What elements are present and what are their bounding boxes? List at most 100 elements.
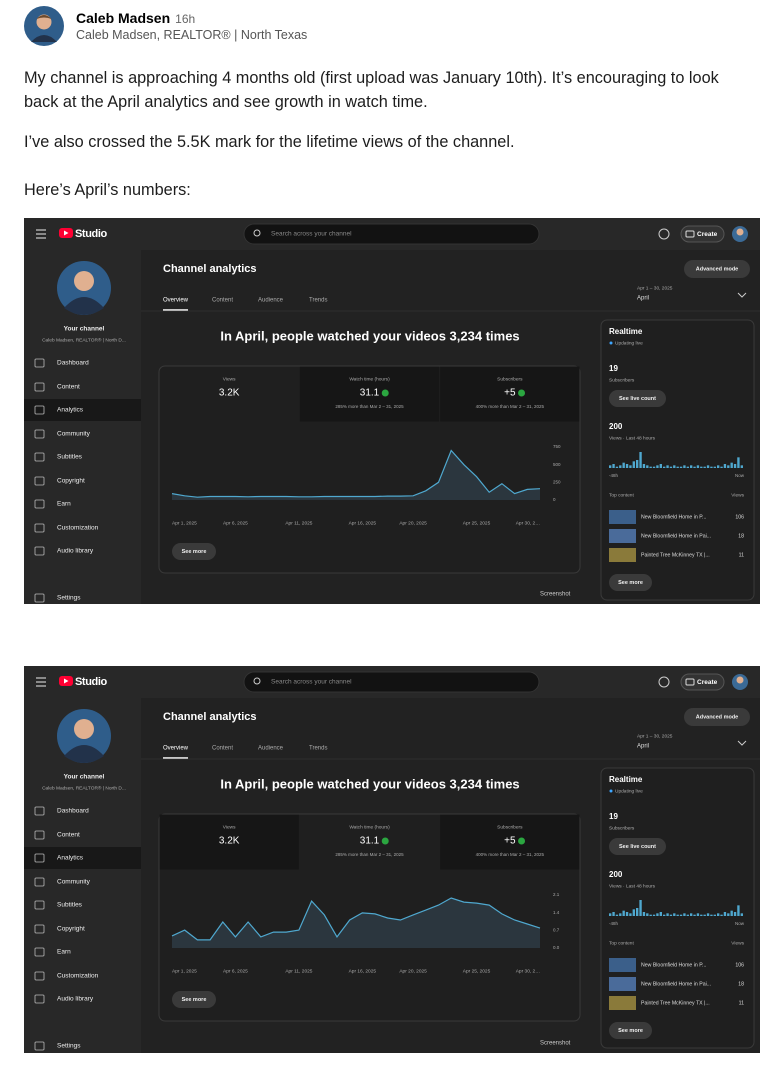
video-title[interactable]: New Bloomfield Home in Pai... xyxy=(641,533,711,539)
nav-item[interactable]: Audio library xyxy=(57,548,94,555)
metric-note: 285% more than Mar 2 – 31, 2025 xyxy=(335,852,404,857)
see-more-button[interactable] xyxy=(172,991,216,1008)
video-title[interactable]: New Bloomfield Home in P... xyxy=(641,514,706,520)
metric-value: 3.2K xyxy=(219,836,240,847)
x-tick-label: Apr 20, 2025 xyxy=(399,520,427,526)
nav-item[interactable]: Audio library xyxy=(57,996,94,1003)
realtime-bar xyxy=(730,462,733,468)
period-chevron[interactable] xyxy=(737,740,747,746)
search-box[interactable] xyxy=(243,223,540,245)
nav-item[interactable]: Content xyxy=(57,832,80,839)
x-tick-label: Apr 1, 2025 xyxy=(172,968,197,974)
tab[interactable]: Overview xyxy=(163,746,189,752)
nav-item[interactable]: Analytics xyxy=(57,855,84,862)
realtime-title: Realtime xyxy=(609,775,643,784)
nav-item[interactable]: Settings xyxy=(57,595,81,602)
tab[interactable]: Trends xyxy=(309,746,327,752)
realtime-bar xyxy=(619,465,622,468)
period: April xyxy=(637,744,649,750)
create-button[interactable] xyxy=(680,673,725,691)
nav-item[interactable]: Analytics xyxy=(57,407,84,414)
video-thumbnail[interactable] xyxy=(609,510,636,524)
nav-item[interactable]: Dashboard xyxy=(57,360,89,367)
realtime-bar xyxy=(703,466,706,468)
author-name[interactable]: Caleb Madsen xyxy=(76,10,171,26)
metric-value: +5 xyxy=(504,836,516,847)
view-count: 200 xyxy=(609,422,623,431)
live-count-button[interactable] xyxy=(609,390,666,407)
video-thumbnail[interactable] xyxy=(609,977,636,991)
realtime-see-more[interactable] xyxy=(609,1022,652,1039)
advanced-mode-button[interactable] xyxy=(684,260,750,278)
nav-item[interactable]: Subtitles xyxy=(57,454,83,461)
realtime-bar xyxy=(737,457,740,468)
nav-item[interactable]: Dashboard xyxy=(57,808,89,815)
tab[interactable]: Trends xyxy=(309,298,327,304)
post-paragraph: My channel is approaching 4 months old (… xyxy=(24,69,719,111)
nav-item[interactable]: Customization xyxy=(57,973,99,980)
nav-item[interactable]: Copyright xyxy=(57,926,85,933)
tab[interactable]: Audience xyxy=(258,298,284,304)
video-thumbnail[interactable] xyxy=(609,996,636,1010)
nav-icon xyxy=(34,1041,45,1051)
channel-handle: Caleb Madsen, REALTOR® | North D... xyxy=(42,336,126,343)
y-tick-label: 2.1 xyxy=(553,892,560,897)
period-chevron[interactable] xyxy=(737,292,747,298)
realtime-bar xyxy=(723,464,727,468)
nav-item[interactable]: Customization xyxy=(57,525,99,532)
channel-face xyxy=(74,271,94,291)
tab[interactable]: Overview xyxy=(163,298,189,304)
create-button[interactable] xyxy=(680,225,725,243)
video-thumbnail[interactable] xyxy=(609,529,636,543)
realtime-bar xyxy=(663,466,666,468)
realtime-bar xyxy=(669,914,673,916)
advanced-mode-button-label: Advanced mode xyxy=(696,714,738,720)
tab[interactable]: Content xyxy=(212,746,233,752)
video-thumbnail[interactable] xyxy=(609,958,636,972)
logo-play xyxy=(64,230,69,236)
search-placeholder: Search across your channel xyxy=(271,679,352,686)
realtime-bar xyxy=(609,465,612,468)
video-title[interactable]: Painted Tree McKinney TX |... xyxy=(641,1000,710,1006)
video-title[interactable]: Painted Tree McKinney TX |... xyxy=(641,552,710,558)
help-icon[interactable] xyxy=(658,228,670,240)
nav-item[interactable]: Content xyxy=(57,384,80,391)
realtime-bar xyxy=(686,914,689,916)
metric-tab-bg xyxy=(440,366,580,422)
live-count-button-label: See live count xyxy=(619,396,656,402)
nav-item[interactable]: Subtitles xyxy=(57,902,83,909)
metric-note: 400% more than Mar 2 – 31, 2025 xyxy=(476,404,545,409)
screenshot-image[interactable]: Studio Search across your channel Create Yo… xyxy=(24,666,760,1053)
author[interactable]: Caleb Madsen 16h xyxy=(76,10,195,26)
metric-value: 31.1 xyxy=(360,836,380,847)
nav-item[interactable]: Earn xyxy=(57,501,71,508)
realtime-bar xyxy=(669,466,673,468)
metric-tab-bg xyxy=(440,814,580,870)
nav-item[interactable]: Copyright xyxy=(57,478,85,485)
metric-note: 400% more than Mar 2 – 31, 2025 xyxy=(476,852,545,857)
video-thumbnail[interactable] xyxy=(609,548,636,562)
metric-tab-bg xyxy=(159,814,299,870)
tab[interactable]: Content xyxy=(212,298,233,304)
realtime-see-more[interactable] xyxy=(609,574,652,591)
nav-item[interactable]: Earn xyxy=(57,949,71,956)
nav-item[interactable]: Community xyxy=(57,879,91,886)
chart-line xyxy=(171,449,541,498)
live-dot xyxy=(609,341,613,345)
realtime-bar xyxy=(642,912,646,916)
trend-icon xyxy=(381,389,389,397)
help-icon[interactable] xyxy=(658,676,670,688)
video-title[interactable]: New Bloomfield Home in P... xyxy=(641,962,706,968)
nav-item[interactable]: Community xyxy=(57,431,91,438)
live-count-button[interactable] xyxy=(609,838,666,855)
advanced-mode-button[interactable] xyxy=(684,708,750,726)
see-more-button[interactable] xyxy=(172,543,216,560)
tab[interactable]: Audience xyxy=(258,746,284,752)
video-title[interactable]: New Bloomfield Home in Pai... xyxy=(641,981,711,987)
screenshot-image[interactable]: Studio Search across your channel Create Yo… xyxy=(24,218,760,604)
see-more-button-label: See more xyxy=(182,997,207,1003)
realtime-bar xyxy=(622,910,625,916)
video-views: 106 xyxy=(735,962,744,968)
nav-item[interactable]: Settings xyxy=(57,1043,81,1050)
search-box[interactable] xyxy=(243,671,540,693)
